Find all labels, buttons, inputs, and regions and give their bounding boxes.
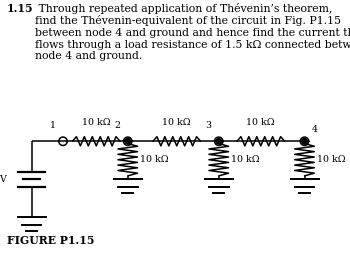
- Text: 10 kΩ: 10 kΩ: [246, 118, 275, 127]
- Text: FIGURE P1.15: FIGURE P1.15: [7, 235, 94, 246]
- Text: 3: 3: [206, 121, 212, 130]
- Text: 1: 1: [50, 121, 56, 130]
- Text: 10 kΩ: 10 kΩ: [82, 118, 111, 127]
- Polygon shape: [125, 139, 131, 144]
- Text: 10 kΩ: 10 kΩ: [317, 155, 345, 164]
- Text: Through repeated application of Thévenin’s theorem,
find the Thévenin-equivalent: Through repeated application of Thévenin…: [35, 3, 350, 61]
- Text: 10 kΩ: 10 kΩ: [162, 118, 191, 127]
- Text: 10 kΩ: 10 kΩ: [231, 155, 260, 164]
- Polygon shape: [216, 139, 222, 144]
- Text: 10 V: 10 V: [0, 175, 7, 184]
- Text: 2: 2: [115, 121, 121, 130]
- Text: 4: 4: [312, 125, 317, 134]
- Text: 1.15: 1.15: [7, 3, 34, 14]
- Text: 10 kΩ: 10 kΩ: [140, 155, 169, 164]
- Polygon shape: [302, 139, 307, 144]
